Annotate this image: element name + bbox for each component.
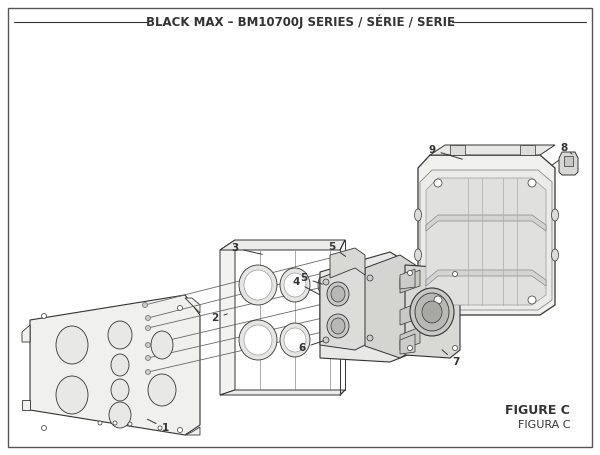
- Polygon shape: [220, 390, 345, 395]
- Ellipse shape: [146, 355, 151, 360]
- Text: FIGURE C: FIGURE C: [505, 404, 570, 416]
- Text: 6: 6: [298, 341, 323, 353]
- Ellipse shape: [318, 271, 342, 299]
- Polygon shape: [365, 255, 420, 358]
- Text: 9: 9: [428, 145, 463, 159]
- Ellipse shape: [367, 275, 373, 281]
- Text: 5: 5: [328, 242, 346, 257]
- Ellipse shape: [415, 209, 421, 221]
- Ellipse shape: [327, 314, 349, 338]
- Ellipse shape: [178, 305, 182, 310]
- Ellipse shape: [284, 273, 306, 297]
- Ellipse shape: [407, 271, 413, 275]
- Polygon shape: [400, 302, 420, 325]
- Ellipse shape: [111, 354, 129, 376]
- Polygon shape: [426, 215, 546, 231]
- Ellipse shape: [111, 379, 129, 401]
- Ellipse shape: [56, 326, 88, 364]
- Ellipse shape: [331, 286, 345, 302]
- Ellipse shape: [407, 345, 413, 350]
- Ellipse shape: [323, 337, 329, 343]
- Ellipse shape: [146, 315, 151, 320]
- Text: BLACK MAX – BM10700J SERIES / SÉRIE / SERIE: BLACK MAX – BM10700J SERIES / SÉRIE / SE…: [146, 15, 455, 29]
- Polygon shape: [420, 170, 552, 310]
- Text: 7: 7: [442, 350, 460, 367]
- Ellipse shape: [109, 402, 131, 428]
- Polygon shape: [330, 248, 365, 278]
- Polygon shape: [430, 145, 555, 155]
- Text: 2: 2: [211, 313, 227, 323]
- Ellipse shape: [415, 249, 421, 261]
- Ellipse shape: [239, 320, 277, 360]
- Polygon shape: [22, 325, 30, 342]
- Ellipse shape: [323, 279, 329, 285]
- Ellipse shape: [337, 308, 343, 313]
- Ellipse shape: [178, 428, 182, 433]
- Polygon shape: [400, 269, 415, 289]
- Ellipse shape: [331, 318, 345, 334]
- Text: 4: 4: [292, 277, 320, 295]
- Polygon shape: [400, 334, 415, 354]
- Polygon shape: [426, 178, 546, 305]
- Ellipse shape: [280, 268, 310, 302]
- Polygon shape: [220, 240, 235, 395]
- Ellipse shape: [551, 209, 559, 221]
- Ellipse shape: [113, 421, 117, 425]
- Ellipse shape: [422, 301, 442, 323]
- Polygon shape: [185, 427, 200, 435]
- Ellipse shape: [367, 335, 373, 341]
- Text: 5: 5: [301, 273, 322, 284]
- Polygon shape: [400, 327, 420, 350]
- Ellipse shape: [327, 282, 349, 306]
- Ellipse shape: [244, 270, 272, 300]
- Ellipse shape: [158, 426, 162, 430]
- Polygon shape: [400, 270, 420, 293]
- Text: 3: 3: [232, 243, 262, 254]
- Ellipse shape: [452, 272, 458, 277]
- Ellipse shape: [528, 179, 536, 187]
- Ellipse shape: [146, 325, 151, 330]
- Ellipse shape: [108, 321, 132, 349]
- Ellipse shape: [146, 369, 151, 374]
- Polygon shape: [520, 145, 535, 155]
- Ellipse shape: [280, 323, 310, 357]
- Polygon shape: [426, 270, 546, 286]
- Ellipse shape: [244, 325, 272, 355]
- Polygon shape: [320, 252, 420, 362]
- Text: FIGURA C: FIGURA C: [517, 420, 570, 430]
- Ellipse shape: [284, 328, 306, 352]
- Ellipse shape: [143, 303, 148, 308]
- Ellipse shape: [415, 293, 449, 331]
- Ellipse shape: [528, 296, 536, 304]
- Ellipse shape: [128, 422, 132, 426]
- Polygon shape: [405, 265, 460, 358]
- Bar: [564, 156, 573, 166]
- Ellipse shape: [410, 288, 454, 336]
- Ellipse shape: [41, 313, 47, 318]
- Ellipse shape: [452, 345, 458, 350]
- Polygon shape: [30, 295, 200, 435]
- Ellipse shape: [56, 376, 88, 414]
- Polygon shape: [450, 145, 465, 155]
- Ellipse shape: [551, 249, 559, 261]
- Ellipse shape: [148, 374, 176, 406]
- Ellipse shape: [146, 343, 151, 348]
- Polygon shape: [185, 298, 200, 313]
- Ellipse shape: [41, 425, 47, 430]
- Polygon shape: [220, 240, 345, 250]
- Ellipse shape: [434, 296, 442, 304]
- Text: 1: 1: [148, 419, 169, 433]
- Polygon shape: [559, 152, 578, 175]
- Ellipse shape: [98, 421, 102, 425]
- Ellipse shape: [239, 265, 277, 305]
- Ellipse shape: [434, 179, 442, 187]
- Ellipse shape: [151, 331, 173, 359]
- Text: 8: 8: [560, 143, 572, 154]
- Polygon shape: [418, 155, 555, 315]
- Ellipse shape: [322, 276, 338, 294]
- Polygon shape: [22, 400, 30, 410]
- Polygon shape: [320, 265, 375, 350]
